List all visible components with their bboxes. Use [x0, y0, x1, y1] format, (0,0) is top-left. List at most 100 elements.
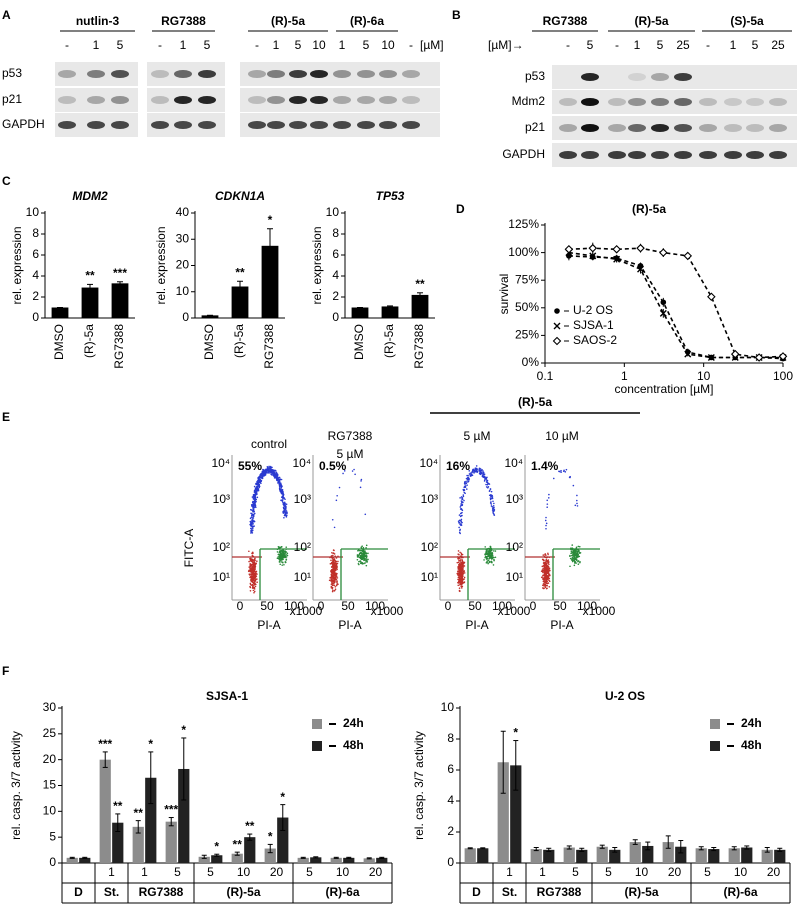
error-bar: [599, 844, 605, 849]
cell-dot: [547, 559, 550, 561]
cell-dot: [281, 564, 284, 566]
cell-dot: [542, 580, 545, 582]
blot-band: [769, 151, 787, 159]
error-bar: [467, 847, 473, 850]
cell-dot: [463, 578, 465, 580]
cell-dot: [357, 549, 359, 552]
cell-dot: [252, 523, 254, 525]
x-tick-label: 5: [174, 865, 181, 879]
cell-dot: [547, 568, 550, 571]
cell-dot: [249, 520, 252, 523]
legend-label: 24h: [343, 716, 364, 730]
cell-dot: [360, 478, 363, 481]
lane-label: 5: [587, 38, 594, 52]
cell-dot: [358, 560, 360, 563]
blot-band: [746, 151, 764, 159]
cell-dot: [457, 558, 460, 560]
cell-dot: [280, 561, 283, 563]
cell-dot: [545, 576, 547, 579]
y-axis-label: rel. casp. 3/7 activity: [9, 731, 23, 840]
cell-dot: [571, 560, 574, 563]
cell-dot: [337, 560, 339, 563]
cell-dot: [547, 497, 550, 499]
cell-dot: [255, 490, 258, 493]
cell-dot: [338, 486, 341, 489]
blot-band: [769, 98, 787, 106]
cell-dot: [250, 573, 253, 575]
cell-dot: [279, 482, 282, 484]
cell-dot: [251, 525, 253, 527]
cell-dot: [458, 560, 460, 562]
cell-dot: [256, 496, 259, 499]
y-tick-label: 0: [447, 855, 454, 869]
cell-dot: [252, 508, 254, 511]
blot-band: [151, 96, 169, 104]
blot-band: [608, 98, 626, 106]
bar: [261, 245, 279, 318]
x-tick-label: 0: [530, 599, 537, 613]
cell-dot: [465, 488, 468, 490]
error-bar: [513, 740, 519, 791]
x-tick-label: 5: [572, 865, 579, 879]
cell-dot: [545, 573, 548, 576]
cell-dot: [456, 561, 459, 564]
cell-dot: [570, 558, 573, 560]
plot-title: 10 µM: [545, 429, 579, 443]
blot-band: [357, 70, 375, 78]
blot-band: [58, 96, 76, 104]
cell-dot: [251, 501, 254, 504]
cell-dot: [361, 545, 363, 547]
cell-dot: [493, 513, 495, 515]
cell-dot: [280, 499, 282, 502]
significance: *: [214, 839, 219, 853]
cell-dot: [457, 570, 459, 572]
bar: [576, 849, 588, 863]
bar: [211, 855, 223, 863]
legend-label: U-2 OS: [573, 303, 613, 317]
cell-dot: [331, 584, 334, 587]
y-tick-label: 10: [326, 205, 340, 219]
point: [683, 251, 693, 261]
x-tick-label: (R)-5a: [82, 324, 96, 358]
blot-band: [87, 70, 105, 78]
cell-dot: [545, 516, 547, 519]
lane-label: 1: [730, 38, 737, 52]
cell-dot: [262, 475, 265, 477]
error-bar: [214, 853, 220, 857]
point: [778, 352, 788, 361]
cell-dot: [283, 501, 286, 504]
y-tick-label: 2: [332, 289, 339, 303]
bar: [464, 848, 476, 863]
cell-dot: [332, 549, 335, 551]
cell-dot: [250, 523, 253, 526]
blot-band: [174, 70, 192, 78]
y-tick-label: 6: [332, 247, 339, 261]
x-unit: x1000: [290, 604, 323, 618]
cell-dot: [280, 554, 282, 556]
cell-dot: [494, 550, 497, 552]
percent-label: 16%: [446, 459, 470, 473]
cell-dot: [335, 499, 338, 502]
blot-band: [651, 98, 669, 106]
cell-dot: [493, 550, 495, 552]
y-axis-label: rel. expression: [154, 226, 168, 304]
cell-dot: [277, 555, 280, 558]
cell-dot: [285, 515, 288, 518]
cell-dot: [249, 517, 252, 520]
cell-dot: [542, 574, 544, 577]
cell-dot: [254, 501, 257, 503]
cell-dot: [476, 470, 479, 473]
blot-band: [111, 70, 129, 78]
cell-dot: [574, 504, 577, 507]
cell-dot: [480, 469, 483, 472]
cell-dot: [493, 559, 495, 562]
cell-dot: [483, 559, 485, 561]
cell-dot: [282, 552, 285, 554]
cell-dot: [250, 570, 252, 573]
lane-label: 1: [180, 38, 187, 52]
point: [552, 336, 562, 346]
cell-dot: [545, 522, 548, 525]
cell-dot: [458, 531, 461, 534]
point: [554, 308, 560, 314]
cell-dot: [331, 561, 334, 563]
